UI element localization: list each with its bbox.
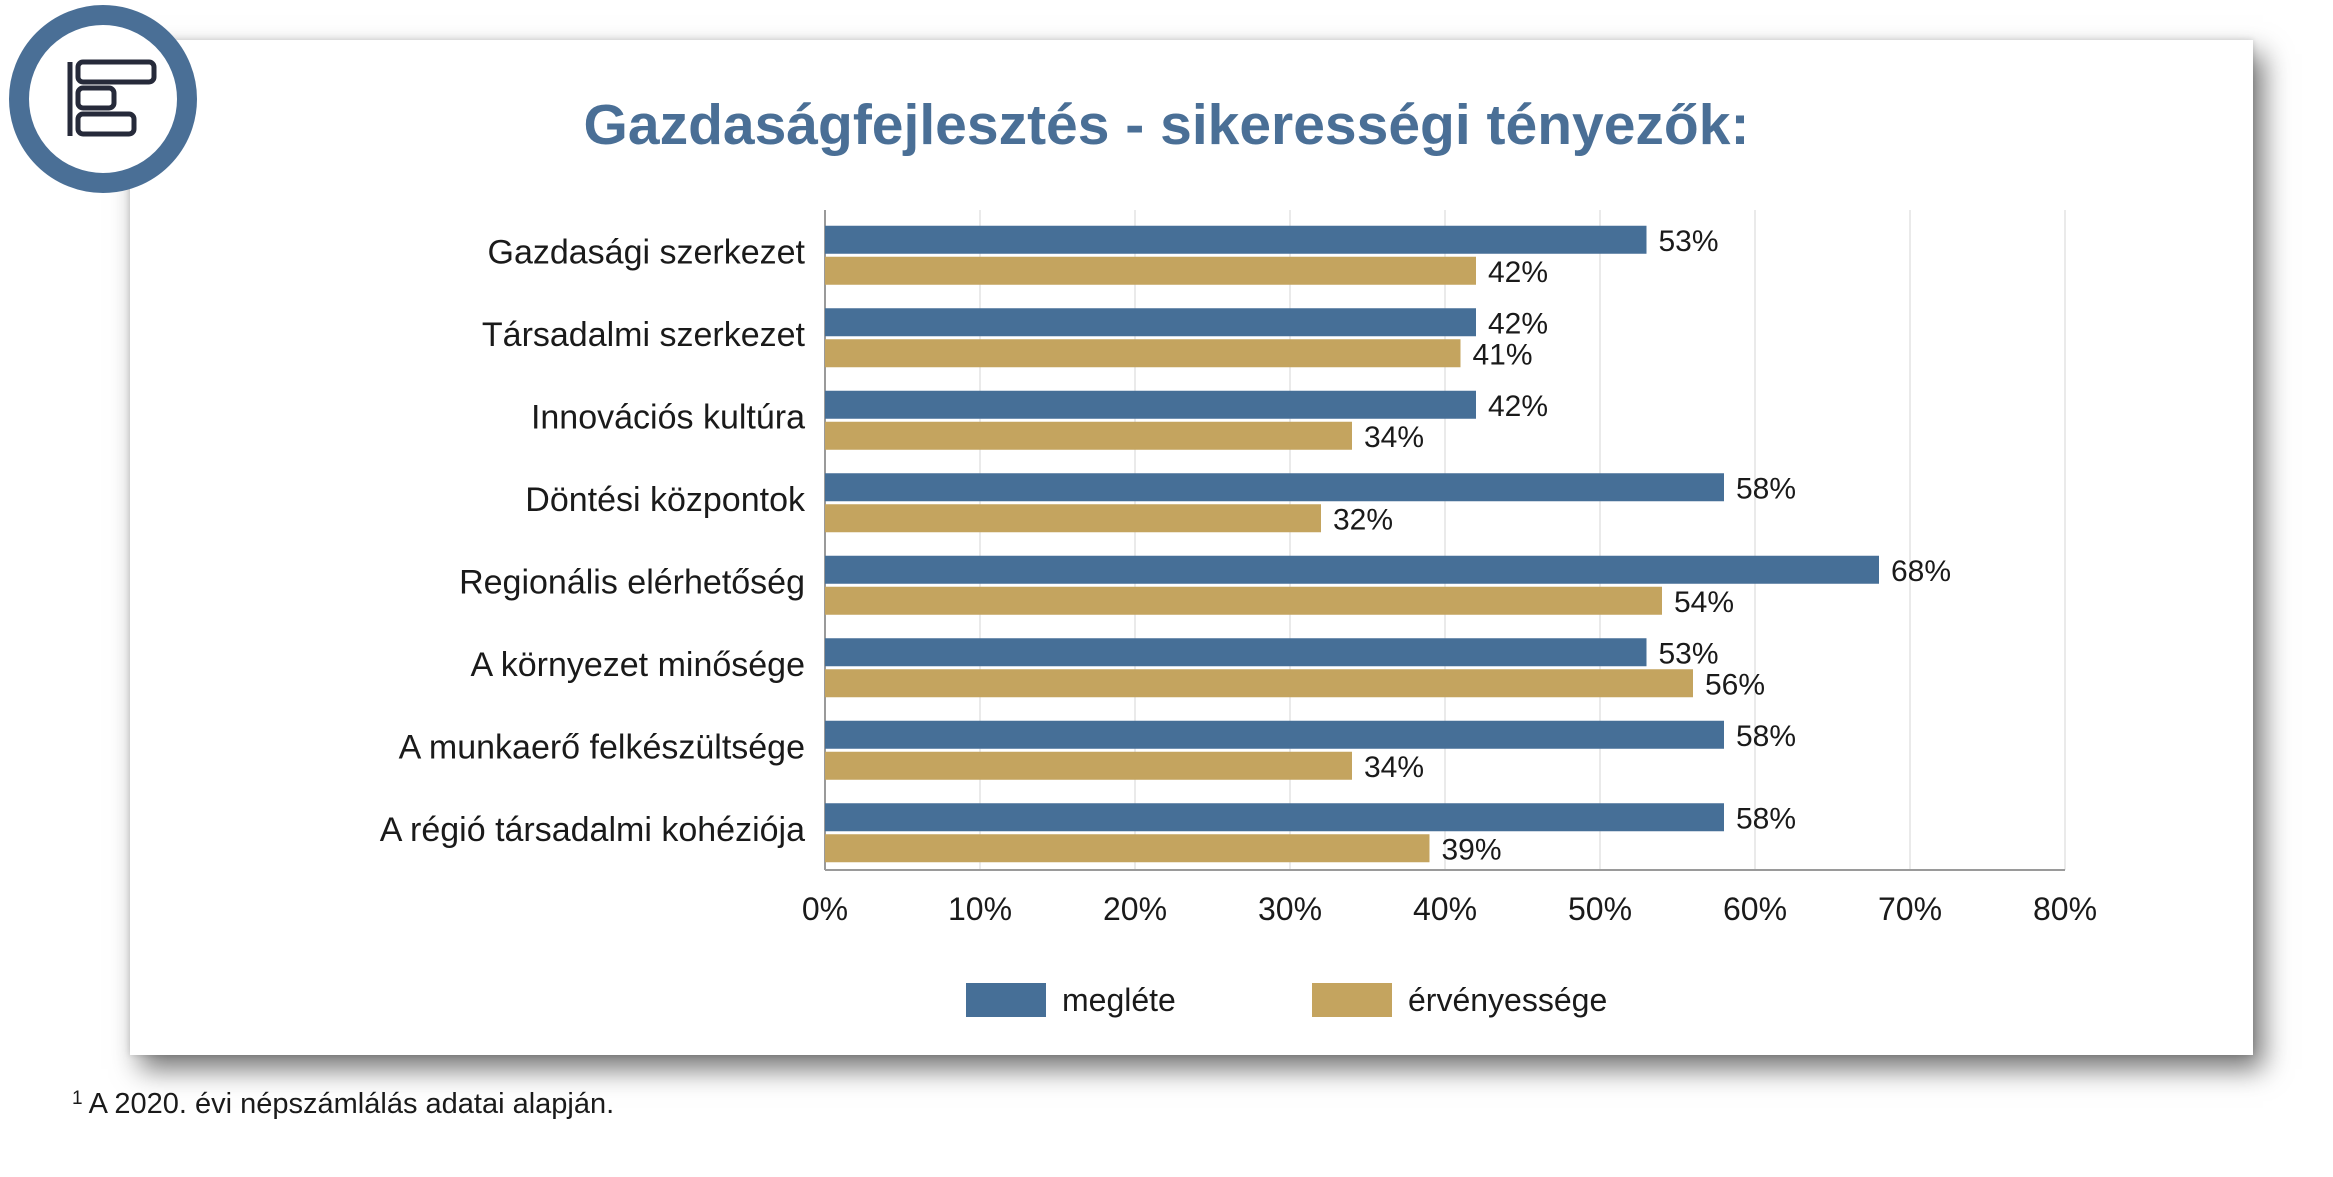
- data-label: 32%: [1333, 503, 1393, 536]
- bar-meglete: [825, 473, 1724, 502]
- bar-ervenyessege: [825, 256, 1476, 285]
- x-tick-label: 0%: [802, 891, 848, 927]
- legend-swatch: [1312, 983, 1392, 1017]
- bars-layer: [825, 225, 1879, 863]
- data-label: 42%: [1488, 307, 1548, 340]
- data-label: 39%: [1442, 833, 1502, 866]
- legend: megléte érvényessége: [966, 982, 1607, 1018]
- category-label: Gazdasági szerkezet: [488, 233, 806, 271]
- bar-ervenyessege: [825, 586, 1662, 615]
- data-label: 53%: [1659, 637, 1719, 670]
- bar-ervenyessege: [825, 751, 1352, 780]
- bar-meglete: [825, 638, 1647, 667]
- logo-ring: [9, 5, 197, 193]
- bar-ervenyessege: [825, 834, 1430, 863]
- data-label: 58%: [1736, 720, 1796, 753]
- bar-ervenyessege: [825, 421, 1352, 450]
- data-label: 41%: [1473, 338, 1533, 371]
- x-tick-label: 60%: [1723, 891, 1787, 927]
- data-label: 68%: [1891, 555, 1951, 588]
- x-tick-label: 10%: [948, 891, 1012, 927]
- data-label: 58%: [1736, 802, 1796, 835]
- bar-meglete: [825, 803, 1724, 832]
- category-label: Innovációs kultúra: [531, 398, 805, 436]
- logo: [9, 5, 197, 193]
- legend-label: megléte: [1062, 982, 1176, 1018]
- bar-ervenyessege: [825, 669, 1693, 698]
- data-label: 53%: [1659, 225, 1719, 258]
- x-tick-label: 50%: [1568, 891, 1632, 927]
- gantt-chart-icon: [67, 59, 157, 137]
- data-label: 58%: [1736, 472, 1796, 505]
- x-tick-label: 70%: [1878, 891, 1942, 927]
- data-label: 34%: [1364, 421, 1424, 454]
- legend-swatch: [966, 983, 1046, 1017]
- data-label: 42%: [1488, 256, 1548, 289]
- category-label: A környezet minősége: [470, 646, 805, 684]
- bar-meglete: [825, 390, 1476, 419]
- x-tick-label: 40%: [1413, 891, 1477, 927]
- legend-label: érvényessége: [1408, 982, 1607, 1018]
- footnote-marker: 1: [72, 1088, 83, 1109]
- category-label: Döntési központok: [525, 481, 806, 519]
- chart-title: Gazdaságfejlesztés - sikerességi tényező…: [583, 93, 1750, 157]
- category-label: Társadalmi szerkezet: [482, 316, 806, 354]
- data-label: 34%: [1364, 751, 1424, 784]
- bar-ervenyessege: [825, 339, 1461, 368]
- data-label: 54%: [1674, 586, 1734, 619]
- category-label: Regionális elérhetőség: [459, 563, 805, 601]
- bar-meglete: [825, 308, 1476, 337]
- bar-ervenyessege: [825, 504, 1321, 533]
- x-tick-label: 80%: [2033, 891, 2097, 927]
- category-label: A munkaerő felkészültsége: [399, 728, 805, 766]
- footnote-text: A 2020. évi népszámlálás adatai alapján.: [88, 1088, 615, 1120]
- bar-meglete: [825, 225, 1647, 254]
- bar-meglete: [825, 555, 1879, 584]
- data-label: 42%: [1488, 390, 1548, 423]
- chart-card: [130, 40, 2253, 1055]
- x-tick-label: 20%: [1103, 891, 1167, 927]
- category-label: A régió társadalmi kohéziója: [380, 811, 805, 849]
- bar-meglete: [825, 720, 1724, 749]
- labels-layer: 0% 10% 20% 30% 40% 50% 60% 70% 80% Gazdasági szer…: [380, 225, 2097, 927]
- data-label: 56%: [1705, 668, 1765, 701]
- x-tick-label: 30%: [1258, 891, 1322, 927]
